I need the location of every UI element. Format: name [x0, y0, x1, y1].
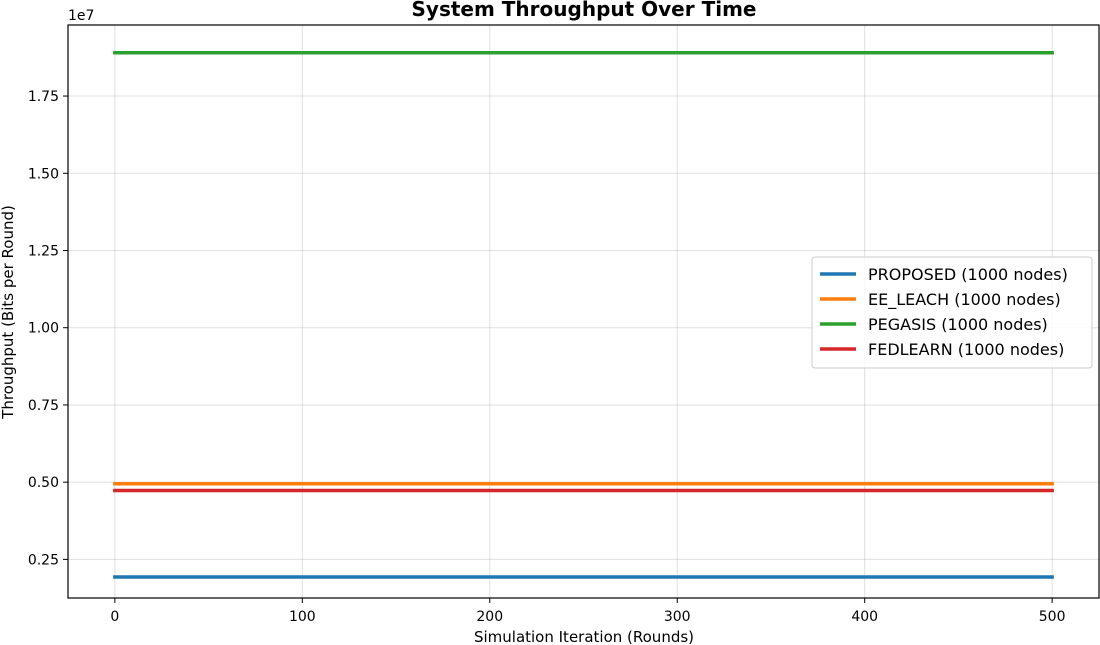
legend-label: PEGASIS (1000 nodes)	[868, 315, 1048, 334]
y-tick-label: 1.25	[28, 243, 59, 259]
plot-frame	[67, 24, 1100, 599]
x-tick-label: 0	[110, 609, 119, 625]
y-tick-label: 1.00	[28, 321, 59, 337]
y-tick-label: 0.25	[28, 552, 59, 568]
y-scale-label: 1e7	[68, 8, 94, 24]
legend-box	[811, 256, 1093, 369]
x-tick-label: 400	[851, 609, 878, 625]
series-lines	[113, 51, 1054, 579]
axis-ticks: 0 100 200 300 400 500 0.25 0.50 0.75 1.00 1.25 1.50…	[28, 89, 1066, 625]
x-axis-label: Simulation Iteration (Rounds)	[474, 628, 694, 645]
y-axis-label: Throughput (Bits per Round)	[0, 205, 17, 420]
x-tick-label: 200	[476, 609, 503, 625]
legend-label: FEDLEARN (1000 nodes)	[868, 340, 1064, 359]
legend-label: PROPOSED (1000 nodes)	[868, 265, 1068, 284]
legend: PROPOSED (1000 nodes) EE_LEACH (1000 node…	[811, 256, 1093, 369]
chart-title: System Throughput Over Time	[412, 0, 757, 21]
y-tick-label: 1.50	[28, 166, 59, 182]
y-tick-label: 0.50	[28, 475, 59, 491]
x-tick-label: 300	[664, 609, 691, 625]
x-tick-label: 500	[1039, 609, 1066, 625]
x-tick-label: 100	[289, 609, 316, 625]
y-tick-label: 1.75	[28, 89, 59, 105]
y-tick-label: 0.75	[28, 398, 59, 414]
legend-label: EE_LEACH (1000 nodes)	[868, 290, 1061, 310]
